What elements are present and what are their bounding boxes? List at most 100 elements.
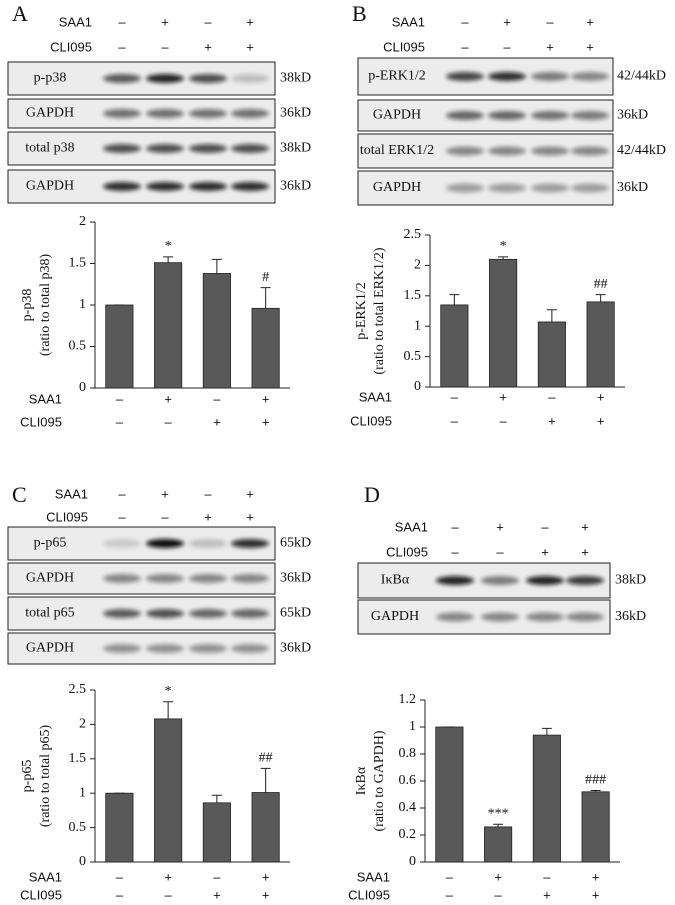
y-tick-label: 0: [79, 380, 86, 395]
x-row-sign: +: [213, 414, 221, 429]
treatment-sign: –: [204, 486, 212, 501]
blot-frame: [7, 562, 276, 595]
error-bar: [163, 701, 174, 719]
blot-label: p-ERK1/2: [368, 69, 426, 84]
y-tick-label: 0.5: [69, 339, 87, 354]
blot-band: [103, 574, 141, 583]
blot-label: GAPDH: [26, 179, 74, 194]
blot-size: 38kD: [615, 573, 646, 588]
x-row-sign: –: [116, 887, 124, 902]
blot-band: [566, 612, 604, 622]
blot-band: [488, 72, 526, 81]
blot-band: [103, 539, 141, 548]
treatment-sign: –: [451, 544, 459, 559]
blot-size: 38kD: [280, 71, 311, 86]
y-tick-label: 1: [79, 785, 86, 800]
x-row-sign: –: [446, 887, 454, 902]
blot-band: [231, 144, 269, 153]
error-bar: [211, 794, 222, 803]
treatment-sign: +: [503, 14, 511, 29]
treatment-sign: +: [246, 39, 254, 54]
x-row-sign: –: [165, 414, 173, 429]
treatment-sign: +: [246, 14, 254, 29]
treatment-name: CLI095: [383, 39, 425, 54]
blot-size: 38kD: [280, 141, 311, 156]
blot-band: [231, 539, 269, 548]
significance: ##: [594, 277, 608, 292]
blot-label: GAPDH: [26, 641, 74, 656]
y-axis-label: p-p65 (ratio to total p65): [20, 725, 53, 828]
treatment-sign: +: [161, 486, 169, 501]
blot-frame: [7, 131, 276, 166]
blot-size: 65kD: [280, 606, 311, 621]
treatment-sign: +: [581, 519, 589, 534]
treatment-sign: –: [496, 544, 504, 559]
treatment-sign: +: [496, 519, 504, 534]
blot-band: [146, 182, 184, 191]
x-row-sign: –: [451, 413, 459, 428]
y-tick-label: 0.4: [399, 800, 417, 815]
bar: [440, 304, 469, 388]
blot-size: 42/44kD: [617, 69, 666, 84]
treatment-sign: –: [118, 509, 126, 524]
blot-band: [571, 183, 609, 193]
y-tick-label: 2: [79, 214, 86, 229]
treatment-name: SAA1: [55, 486, 88, 501]
error-bar: [260, 767, 271, 793]
significance: ***: [488, 806, 509, 821]
blot-band: [571, 72, 609, 81]
error-bar: [211, 258, 222, 274]
blot-size: 36kD: [280, 641, 311, 656]
bar: [489, 258, 518, 388]
y-axis-label-line: (ratio to GAPDH): [372, 730, 387, 831]
error-bar: [163, 256, 174, 263]
blot-band: [146, 144, 184, 153]
blot-band: [446, 146, 484, 156]
x-row-sign: –: [446, 869, 454, 884]
blot-band: [146, 609, 184, 618]
y-tick-label: 0.5: [69, 820, 87, 835]
blot-frame: [7, 61, 276, 96]
blot-size: 36kD: [280, 106, 311, 121]
bar: [202, 802, 231, 863]
blot-frame: [357, 99, 614, 132]
treatment-sign: +: [586, 39, 594, 54]
bar: [537, 321, 566, 388]
bar: [251, 792, 280, 863]
y-axis-label: IκBα (ratio to GAPDH): [354, 730, 387, 831]
blot-band: [531, 146, 569, 156]
blot-band: [488, 111, 526, 120]
blot-band: [146, 109, 184, 118]
treatment-sign: –: [161, 509, 169, 524]
blot-label: GAPDH: [371, 609, 419, 624]
error-bar: [498, 256, 509, 260]
blot-label: total p38: [25, 141, 74, 156]
treatment-name: SAA1: [392, 14, 425, 29]
x-row-sign: +: [262, 869, 270, 884]
blot-band: [146, 644, 184, 653]
y-tick-label: 1.5: [69, 256, 87, 271]
x-row-sign: –: [548, 389, 556, 404]
blot-frame: [7, 632, 276, 665]
blot-label: total ERK1/2: [360, 143, 434, 158]
bar: [435, 726, 464, 863]
y-tick-label: 0.2: [399, 827, 417, 842]
bar: [105, 304, 134, 389]
x-row-name: SAA1: [359, 389, 392, 404]
blot-label: GAPDH: [373, 180, 421, 195]
blot-band: [571, 146, 609, 156]
y-tick-label: 0.5: [404, 349, 422, 364]
bar: [581, 791, 610, 863]
x-row-sign: –: [116, 391, 124, 406]
blot-band: [103, 609, 141, 618]
bar: [586, 301, 615, 388]
blot-size: 36kD: [617, 108, 648, 123]
blot-band: [189, 574, 227, 583]
y-axis-label-line: IκBα: [354, 766, 369, 795]
blot-band: [436, 612, 474, 622]
blot-band: [189, 609, 227, 618]
panel-label: D: [364, 482, 380, 507]
y-tick-label: 2: [414, 258, 421, 273]
blot-frame: [357, 57, 614, 96]
x-row-name: SAA1: [357, 869, 390, 884]
